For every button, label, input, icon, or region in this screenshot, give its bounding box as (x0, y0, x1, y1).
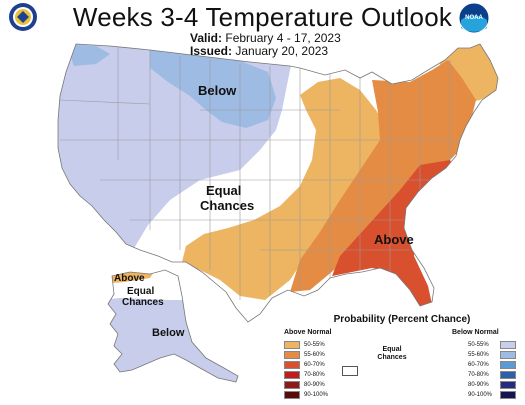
legend-above-swatch (284, 381, 300, 389)
issued-label: Issued: (190, 44, 233, 58)
legend-above-label: 90-100% (304, 392, 329, 398)
legend-below-label: 80-90% (468, 382, 489, 388)
legend-equal-line2: Chances (377, 354, 407, 361)
legend-below-label: 90-100% (468, 392, 493, 398)
legend-above-label: 50-55% (304, 342, 325, 348)
legend-below-swatch (500, 371, 516, 379)
issued-date: Issued: January 20, 2023 (190, 44, 328, 58)
legend-above-label: 55-60% (304, 352, 325, 358)
map-label-equal: Equal (206, 183, 241, 198)
legend-below-label: 70-80% (468, 372, 489, 378)
legend-below-swatch (500, 361, 516, 369)
legend-above-label: 70-80% (304, 372, 325, 378)
legend-below-header: Below Normal (452, 329, 499, 336)
legend-below-swatch (500, 341, 516, 349)
issued-value: January 20, 2023 (235, 44, 329, 58)
legend-title: Probability (Percent Chance) (333, 314, 471, 325)
legend-below-label: 55-60% (468, 352, 489, 358)
map-label-ak-chances: Chances (122, 297, 164, 308)
legend-above-label: 80-90% (304, 382, 325, 388)
legend-equal-swatch (342, 366, 358, 376)
map-label-ak-equal: Equal (127, 286, 154, 297)
legend-equal-line1: Equal (382, 346, 402, 353)
legend-above-swatch (284, 371, 300, 379)
legend-equal-chances: Equal Chances (372, 346, 412, 362)
legend-below-label: 50-55% (468, 342, 489, 348)
map-label-chances: Chances (200, 198, 254, 213)
probability-legend: Probability (Percent Chance) Above Norma… (282, 314, 522, 402)
legend-below-swatch (500, 351, 516, 359)
valid-label: Valid: (190, 31, 223, 45)
legend-above-swatch (284, 351, 300, 359)
legend-above-header: Above Normal (284, 329, 332, 336)
legend-below-label: 60-70% (468, 362, 489, 368)
legend-above-swatch (284, 341, 300, 349)
page-title: Weeks 3-4 Temperature Outlook (72, 2, 453, 32)
map-label-above-southeast: Above (374, 232, 414, 247)
noaa-logo-text: NOAA (465, 15, 483, 21)
commerce-seal-icon (9, 3, 37, 31)
legend-below-swatch (500, 391, 516, 399)
legend-above-swatch (284, 391, 300, 399)
map-label-below-north: Below (198, 83, 237, 98)
legend-above-label: 60-70% (304, 362, 325, 368)
legend-below-swatch (500, 381, 516, 389)
valid-value: February 4 - 17, 2023 (225, 31, 341, 45)
legend-above-swatch (284, 361, 300, 369)
valid-dates: Valid: February 4 - 17, 2023 (190, 31, 341, 45)
map-label-ak-below: Below (152, 327, 185, 339)
noaa-logo-icon: NOAA (458, 2, 490, 34)
map-label-ak-above: Above (114, 273, 145, 284)
